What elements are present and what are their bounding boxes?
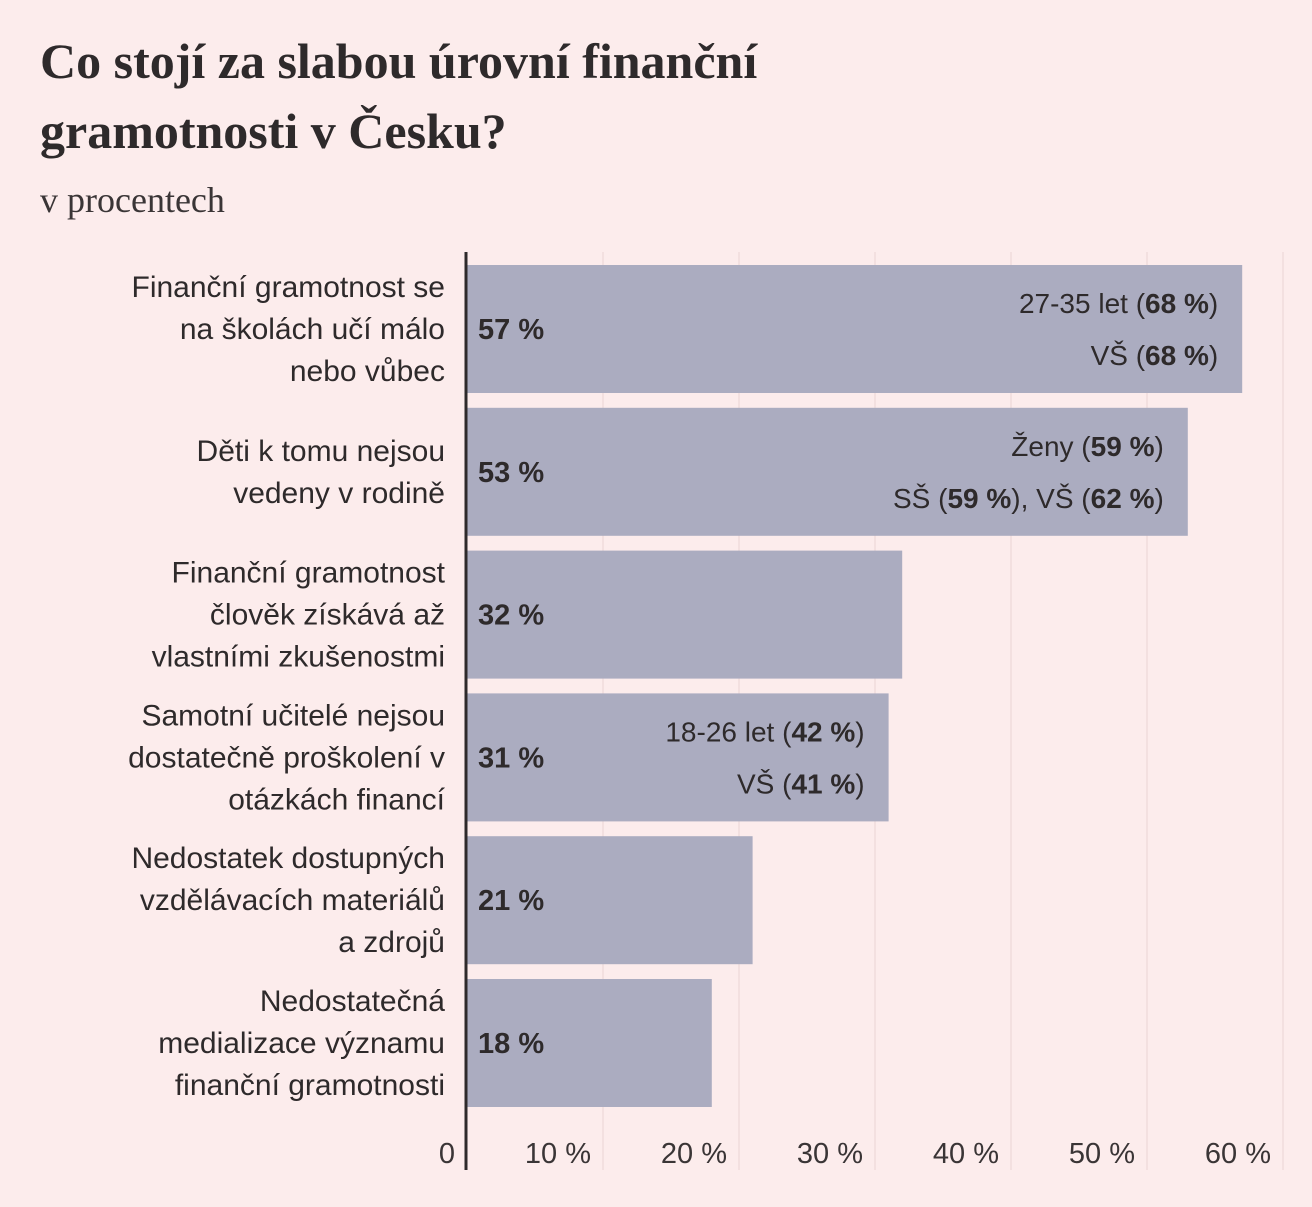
annotation-part: 68 %	[1145, 340, 1209, 371]
chart-subtitle: v procentech	[40, 180, 225, 220]
annotation-part: )	[1154, 483, 1163, 514]
annotation-part: 41 %	[791, 768, 855, 799]
category-label: Finanční gramotnost se	[132, 271, 446, 304]
bar	[467, 979, 712, 1107]
annotation-part: 42 %	[791, 716, 855, 747]
bar	[467, 407, 1188, 536]
annotation: VŠ (41 %)	[737, 768, 865, 799]
annotation: SŠ (59 %), VŠ (62 %)	[893, 483, 1164, 514]
value-label: 18 %	[478, 1028, 544, 1060]
annotation-part: Ženy (	[1011, 431, 1091, 462]
annotation: 27-35 let (68 %)	[1019, 288, 1218, 319]
category-label: dostatečně proškolení v	[128, 741, 445, 774]
bar	[467, 550, 903, 679]
annotation-part: 18-26 let (	[665, 716, 792, 747]
category-label: nebo vůbec	[290, 355, 445, 388]
x-tick-label: 0	[439, 1138, 455, 1170]
value-label: 32 %	[478, 600, 544, 632]
category-label: Nedostatečná	[260, 985, 445, 1018]
annotation-part: 59 %	[1091, 431, 1155, 462]
value-label: 21 %	[478, 885, 544, 917]
value-label: 57 %	[478, 314, 544, 346]
annotation-part: ), VŠ (	[1011, 483, 1091, 514]
x-tick-label: 40 %	[933, 1138, 999, 1170]
bars: 57 %27-35 let (68 %)VŠ (68 %)53 %Ženy (5…	[467, 265, 1243, 1107]
annotation-part: )	[1154, 431, 1163, 462]
category-label: medializace významu	[158, 1027, 445, 1060]
x-tick-label: 10 %	[525, 1138, 591, 1170]
x-tick-label: 60 %	[1205, 1138, 1271, 1170]
annotation-part: )	[1209, 288, 1218, 319]
category-label: Nedostatek dostupných	[131, 842, 445, 875]
annotation: 18-26 let (42 %)	[665, 716, 864, 747]
annotation: VŠ (68 %)	[1091, 340, 1219, 371]
bar	[467, 265, 1243, 393]
category-label: vlastními zkušenostmi	[152, 641, 445, 674]
annotation-part: )	[1209, 340, 1218, 371]
annotation-part: SŠ (	[893, 483, 948, 514]
x-tick-label: 30 %	[797, 1138, 863, 1170]
annotation-part: 68 %	[1145, 288, 1209, 319]
bar	[467, 693, 889, 822]
annotation-part: 27-35 let (	[1019, 288, 1146, 319]
annotation-part: VŠ (	[737, 768, 792, 799]
chart-title: gramotnosti v Česku?	[40, 103, 507, 159]
annotation-part: )	[855, 716, 864, 747]
category-label: otázkách financí	[228, 783, 445, 816]
value-label: 53 %	[478, 457, 544, 489]
category-label: Finanční gramotnost	[172, 557, 446, 590]
annotation-part: 62 %	[1091, 483, 1155, 514]
category-label: vzdělávacích materiálů	[140, 884, 445, 917]
category-label: a zdrojů	[338, 926, 445, 959]
value-label: 31 %	[478, 742, 544, 774]
x-tick-label: 20 %	[661, 1138, 727, 1170]
category-label: na školách učí málo	[180, 313, 445, 346]
annotation: Ženy (59 %)	[1011, 431, 1164, 462]
annotation-part: 59 %	[947, 483, 1011, 514]
category-label: Samotní učitelé nejsou	[141, 699, 445, 732]
x-tick-label: 50 %	[1069, 1138, 1135, 1170]
bar	[467, 836, 753, 965]
category-label: finanční gramotnosti	[175, 1069, 445, 1102]
category-label: vedeny v rodině	[233, 477, 445, 510]
category-label: Děti k tomu nejsou	[197, 435, 445, 468]
annotation-part: VŠ (	[1091, 340, 1146, 371]
chart-title: Co stojí za slabou úrovní finanční	[40, 33, 758, 89]
category-label: člověk získává až	[210, 599, 445, 632]
annotation-part: )	[855, 768, 864, 799]
